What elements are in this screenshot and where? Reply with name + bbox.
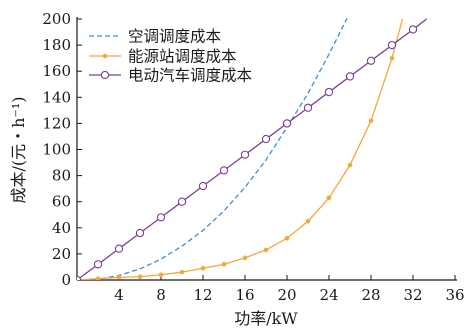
legend-marker-ev-cost: [100, 70, 110, 80]
x-tick-label: 20: [277, 286, 296, 304]
y-tick-label: 40: [52, 219, 71, 237]
data-point: [324, 87, 334, 97]
y-tick-label: 100: [42, 141, 71, 159]
x-tick-label: 16: [235, 286, 254, 304]
legend-label-ev-cost: 电动汽车调度成本: [128, 67, 252, 85]
data-point: [219, 166, 229, 175]
data-point: [368, 118, 374, 124]
legend: 空调调度成本 能源站调度成本 电动汽车调度成本: [89, 28, 252, 85]
series-area: [77, 18, 428, 280]
data-point: [282, 119, 292, 128]
x-tick-label: 36: [445, 286, 464, 304]
data-point: [242, 255, 248, 261]
data-point: [158, 272, 164, 278]
data-point: [179, 269, 185, 275]
data-point: [93, 260, 103, 269]
legend-label-energy-station-cost: 能源站调度成本: [128, 48, 237, 66]
data-point: [116, 275, 122, 280]
data-point: [326, 195, 332, 201]
data-point: [347, 162, 353, 168]
y-tick-label: 80: [52, 167, 71, 185]
data-point: [261, 134, 271, 144]
data-point: [389, 55, 395, 61]
series-energy-station-cost: [77, 18, 404, 280]
series-line-ev-cost: [77, 18, 428, 280]
data-point: [387, 40, 397, 50]
series-line-energy-station-cost: [77, 18, 404, 280]
data-point: [156, 213, 166, 222]
y-axis-title: 成本/(元・h⁻¹): [9, 96, 28, 203]
x-tick-label: 12: [193, 286, 212, 304]
legend-label-ac-cost: 空调调度成本: [128, 28, 221, 46]
y-tick-label: 20: [52, 245, 71, 263]
x-tick-label: 28: [361, 286, 380, 304]
legend-item-ev-cost: 电动汽车调度成本: [89, 67, 252, 85]
x-tick-label: 8: [156, 286, 166, 304]
y-tick-label: 0: [61, 271, 71, 289]
y-tick-label: 160: [42, 62, 71, 80]
data-point: [77, 275, 82, 280]
data-point: [408, 25, 418, 34]
data-point: [135, 228, 145, 238]
data-point: [114, 244, 124, 253]
x-tick-label: 32: [403, 286, 422, 304]
data-point: [221, 262, 227, 267]
y-tick-label: 140: [42, 88, 71, 106]
y-tick-label: 180: [42, 36, 71, 54]
data-point: [303, 103, 313, 112]
series-ev-cost: [77, 18, 428, 280]
data-point: [137, 274, 143, 280]
series-ac-cost: [77, 18, 348, 280]
data-point: [263, 247, 269, 253]
data-point: [95, 276, 101, 280]
data-point: [240, 150, 250, 159]
data-point: [345, 72, 355, 81]
x-tick-label: 24: [319, 286, 338, 304]
y-tick-label: 200: [42, 10, 71, 28]
legend-item-energy-station-cost: 能源站调度成本: [89, 48, 237, 66]
data-point: [177, 197, 187, 206]
series-line-ac-cost: [77, 18, 348, 280]
data-point: [366, 56, 376, 65]
x-tick-label: 4: [114, 286, 124, 304]
data-point: [198, 181, 208, 191]
x-axis-title: 功率/kW: [234, 309, 298, 328]
axes: 4 8 12 16 20 24 28 32 36 0 20 40 60 80 100 120 140 160 180…: [42, 10, 464, 304]
data-point: [305, 218, 311, 224]
legend-item-ac-cost: 空调调度成本: [89, 28, 221, 46]
y-tick-label: 60: [52, 193, 71, 211]
y-tick-label: 120: [42, 114, 71, 132]
data-point: [284, 235, 290, 241]
data-point: [200, 265, 206, 271]
legend-marker-energy-station-cost: [102, 53, 108, 59]
